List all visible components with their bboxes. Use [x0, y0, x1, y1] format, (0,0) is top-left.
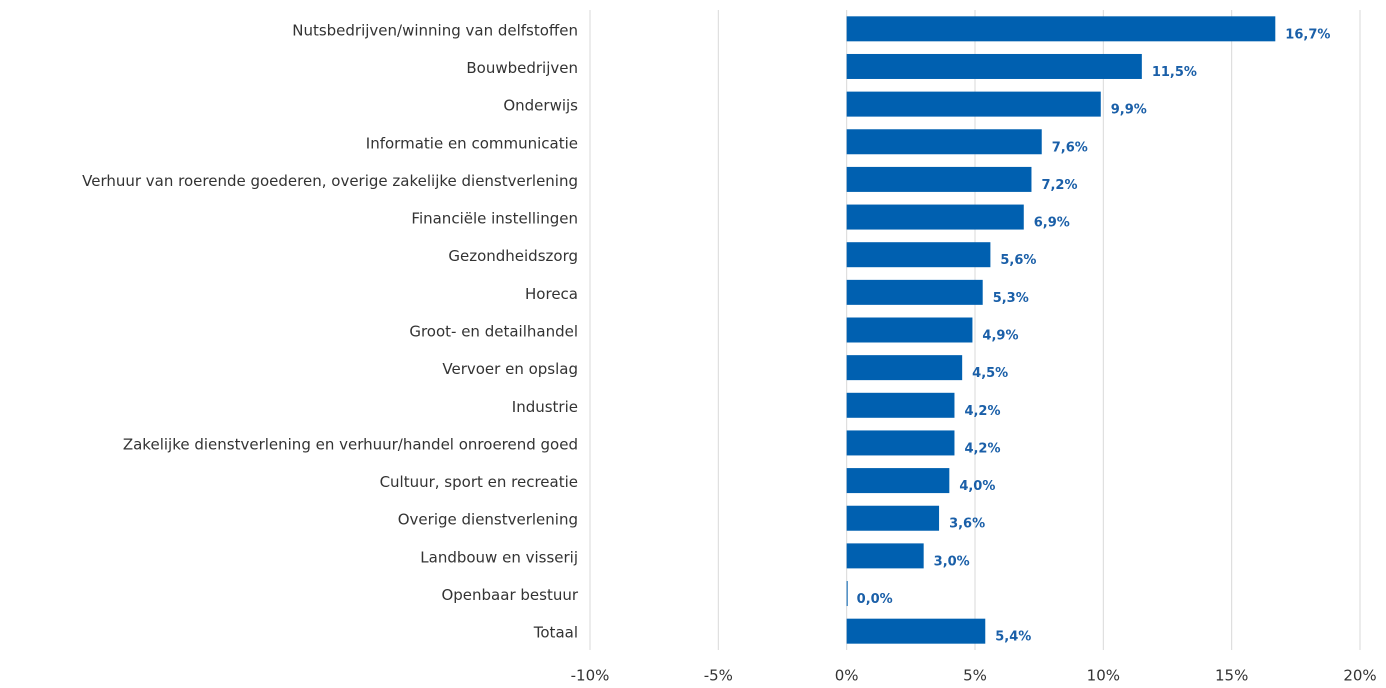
y-tick-label: Nutsbedrijven/winning van delfstoffen: [292, 21, 578, 39]
value-label: 5,6%: [1000, 253, 1036, 268]
bar: [846, 279, 983, 305]
value-label: 9,9%: [1111, 103, 1147, 118]
y-tick-label: Groot- en detailhandel: [409, 323, 578, 341]
bar: [846, 166, 1032, 192]
y-tick-label: Vervoer en opslag: [442, 360, 578, 378]
value-label: 4,5%: [972, 366, 1008, 381]
bar: [846, 91, 1101, 117]
bar: [846, 543, 924, 569]
x-tick-label: 15%: [1215, 667, 1248, 685]
bar: [846, 430, 955, 456]
x-tick-label: 10%: [1087, 667, 1120, 685]
y-tick-label: Bouwbedrijven: [466, 59, 578, 77]
y-tick-label: Verhuur van roerende goederen, overige z…: [82, 172, 578, 190]
y-tick-label: Zakelijke dienstverlening en verhuur/han…: [123, 435, 578, 453]
bar: [846, 317, 973, 343]
value-label: 3,0%: [934, 554, 970, 569]
value-label: 4,2%: [964, 404, 1000, 419]
y-tick-label: Horeca: [525, 285, 578, 303]
x-tick-label: -5%: [704, 667, 733, 685]
bar: [846, 505, 940, 531]
y-tick-label: Gezondheidszorg: [448, 247, 578, 265]
y-tick-label: Industrie: [512, 398, 578, 416]
bar: [846, 53, 1142, 79]
x-tick-label: -10%: [571, 667, 610, 685]
y-tick-label: Cultuur, sport en recreatie: [380, 473, 578, 491]
y-tick-label: Financiële instellingen: [411, 210, 578, 228]
x-tick-label: 20%: [1343, 667, 1376, 685]
value-label: 0,0%: [857, 592, 893, 607]
bar: [846, 16, 1276, 42]
value-label: 6,9%: [1034, 216, 1070, 231]
bar: [846, 468, 950, 494]
value-label: 4,0%: [959, 479, 995, 494]
y-tick-label: Openbaar bestuur: [441, 586, 578, 604]
value-label: 7,6%: [1052, 140, 1088, 155]
value-label: 11,5%: [1152, 65, 1197, 80]
y-tick-label: Informatie en communicatie: [366, 134, 578, 152]
value-label: 3,6%: [949, 517, 985, 532]
y-tick-label: Totaal: [533, 624, 578, 642]
bar: [846, 242, 991, 268]
x-tick-label: 0%: [835, 667, 859, 685]
value-label: 5,3%: [993, 291, 1029, 306]
bar: [846, 581, 848, 607]
value-label: 16,7%: [1285, 27, 1330, 42]
bar: [846, 204, 1024, 230]
bar: [846, 129, 1042, 155]
value-label: 7,2%: [1041, 178, 1077, 193]
bar: [846, 618, 986, 644]
y-tick-label: Onderwijs: [503, 97, 578, 115]
y-tick-label: Overige dienstverlening: [398, 511, 578, 529]
x-tick-label: 5%: [963, 667, 987, 685]
value-label: 4,2%: [964, 441, 1000, 456]
bar: [846, 392, 955, 418]
value-label: 5,4%: [995, 630, 1031, 645]
bar: [846, 355, 963, 381]
y-tick-label: Landbouw en visserij: [420, 548, 578, 566]
value-label: 4,9%: [982, 329, 1018, 344]
